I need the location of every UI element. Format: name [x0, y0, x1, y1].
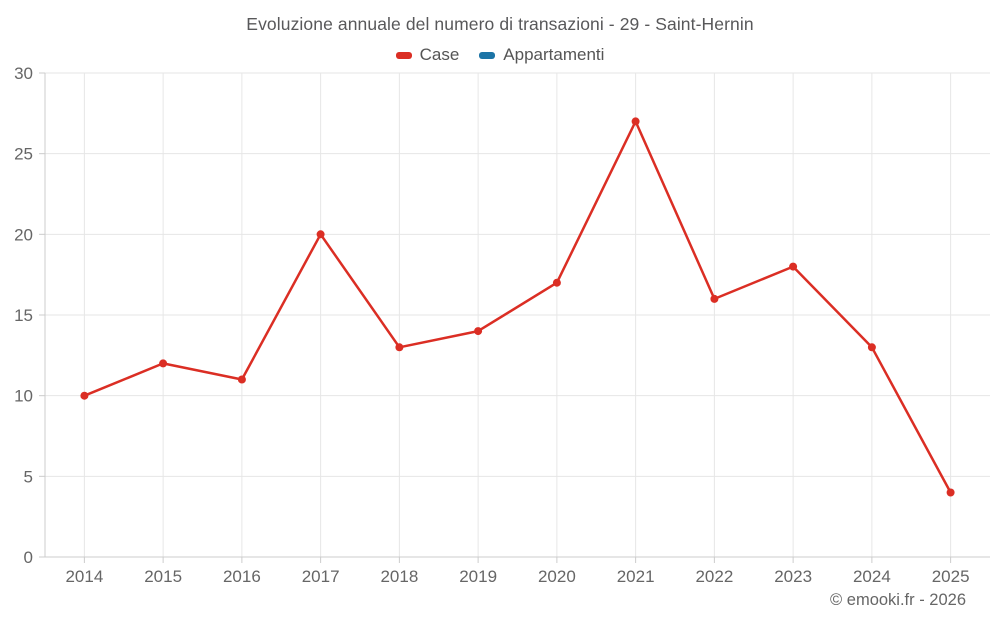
data-point-marker[interactable] [631, 117, 640, 126]
x-tick-label: 2018 [380, 567, 418, 586]
copyright-text: © emooki.fr - 2026 [830, 591, 966, 609]
data-point-marker[interactable] [159, 359, 168, 368]
legend-marker-appartamenti-icon [479, 51, 496, 59]
data-point-marker[interactable] [316, 230, 325, 239]
x-tick-label: 2019 [459, 567, 497, 586]
data-point-marker[interactable] [80, 391, 89, 400]
x-tick-label: 2024 [853, 567, 891, 586]
data-point-marker[interactable] [395, 343, 404, 352]
y-tick-label: 25 [14, 145, 33, 164]
data-point-marker[interactable] [789, 262, 798, 271]
x-tick-label: 2015 [144, 567, 182, 586]
chart-legend: Case Appartamenti [0, 45, 1000, 65]
data-point-marker[interactable] [552, 278, 561, 287]
data-point-marker[interactable] [237, 375, 246, 384]
y-tick-label: 10 [14, 387, 33, 406]
chart-title: Evoluzione annuale del numero di transaz… [246, 14, 754, 34]
x-tick-label: 2025 [932, 567, 970, 586]
legend-label-case: Case [419, 45, 460, 64]
legend-marker-case-icon [395, 51, 412, 59]
legend-item-case[interactable]: Case [395, 45, 460, 65]
data-point-marker[interactable] [946, 488, 955, 497]
y-tick-label: 0 [24, 548, 33, 567]
x-tick-label: 2016 [223, 567, 261, 586]
y-tick-label: 30 [14, 64, 33, 83]
x-tick-label: 2022 [695, 567, 733, 586]
legend-item-appartamenti[interactable]: Appartamenti [479, 45, 604, 65]
series-line-case [83, 120, 952, 494]
legend-label-appartamenti: Appartamenti [503, 45, 605, 64]
x-tick-label: 2020 [538, 567, 576, 586]
y-tick-label: 5 [24, 467, 33, 486]
x-tick-label: 2021 [617, 567, 655, 586]
x-tick-label: 2023 [774, 567, 812, 586]
y-tick-label: 20 [14, 225, 33, 244]
data-point-marker[interactable] [867, 343, 876, 352]
x-tick-label: 2017 [302, 567, 340, 586]
data-point-marker[interactable] [474, 327, 483, 336]
x-tick-label: 2014 [65, 567, 103, 586]
data-point-marker[interactable] [710, 294, 719, 303]
y-tick-label: 15 [14, 306, 33, 325]
